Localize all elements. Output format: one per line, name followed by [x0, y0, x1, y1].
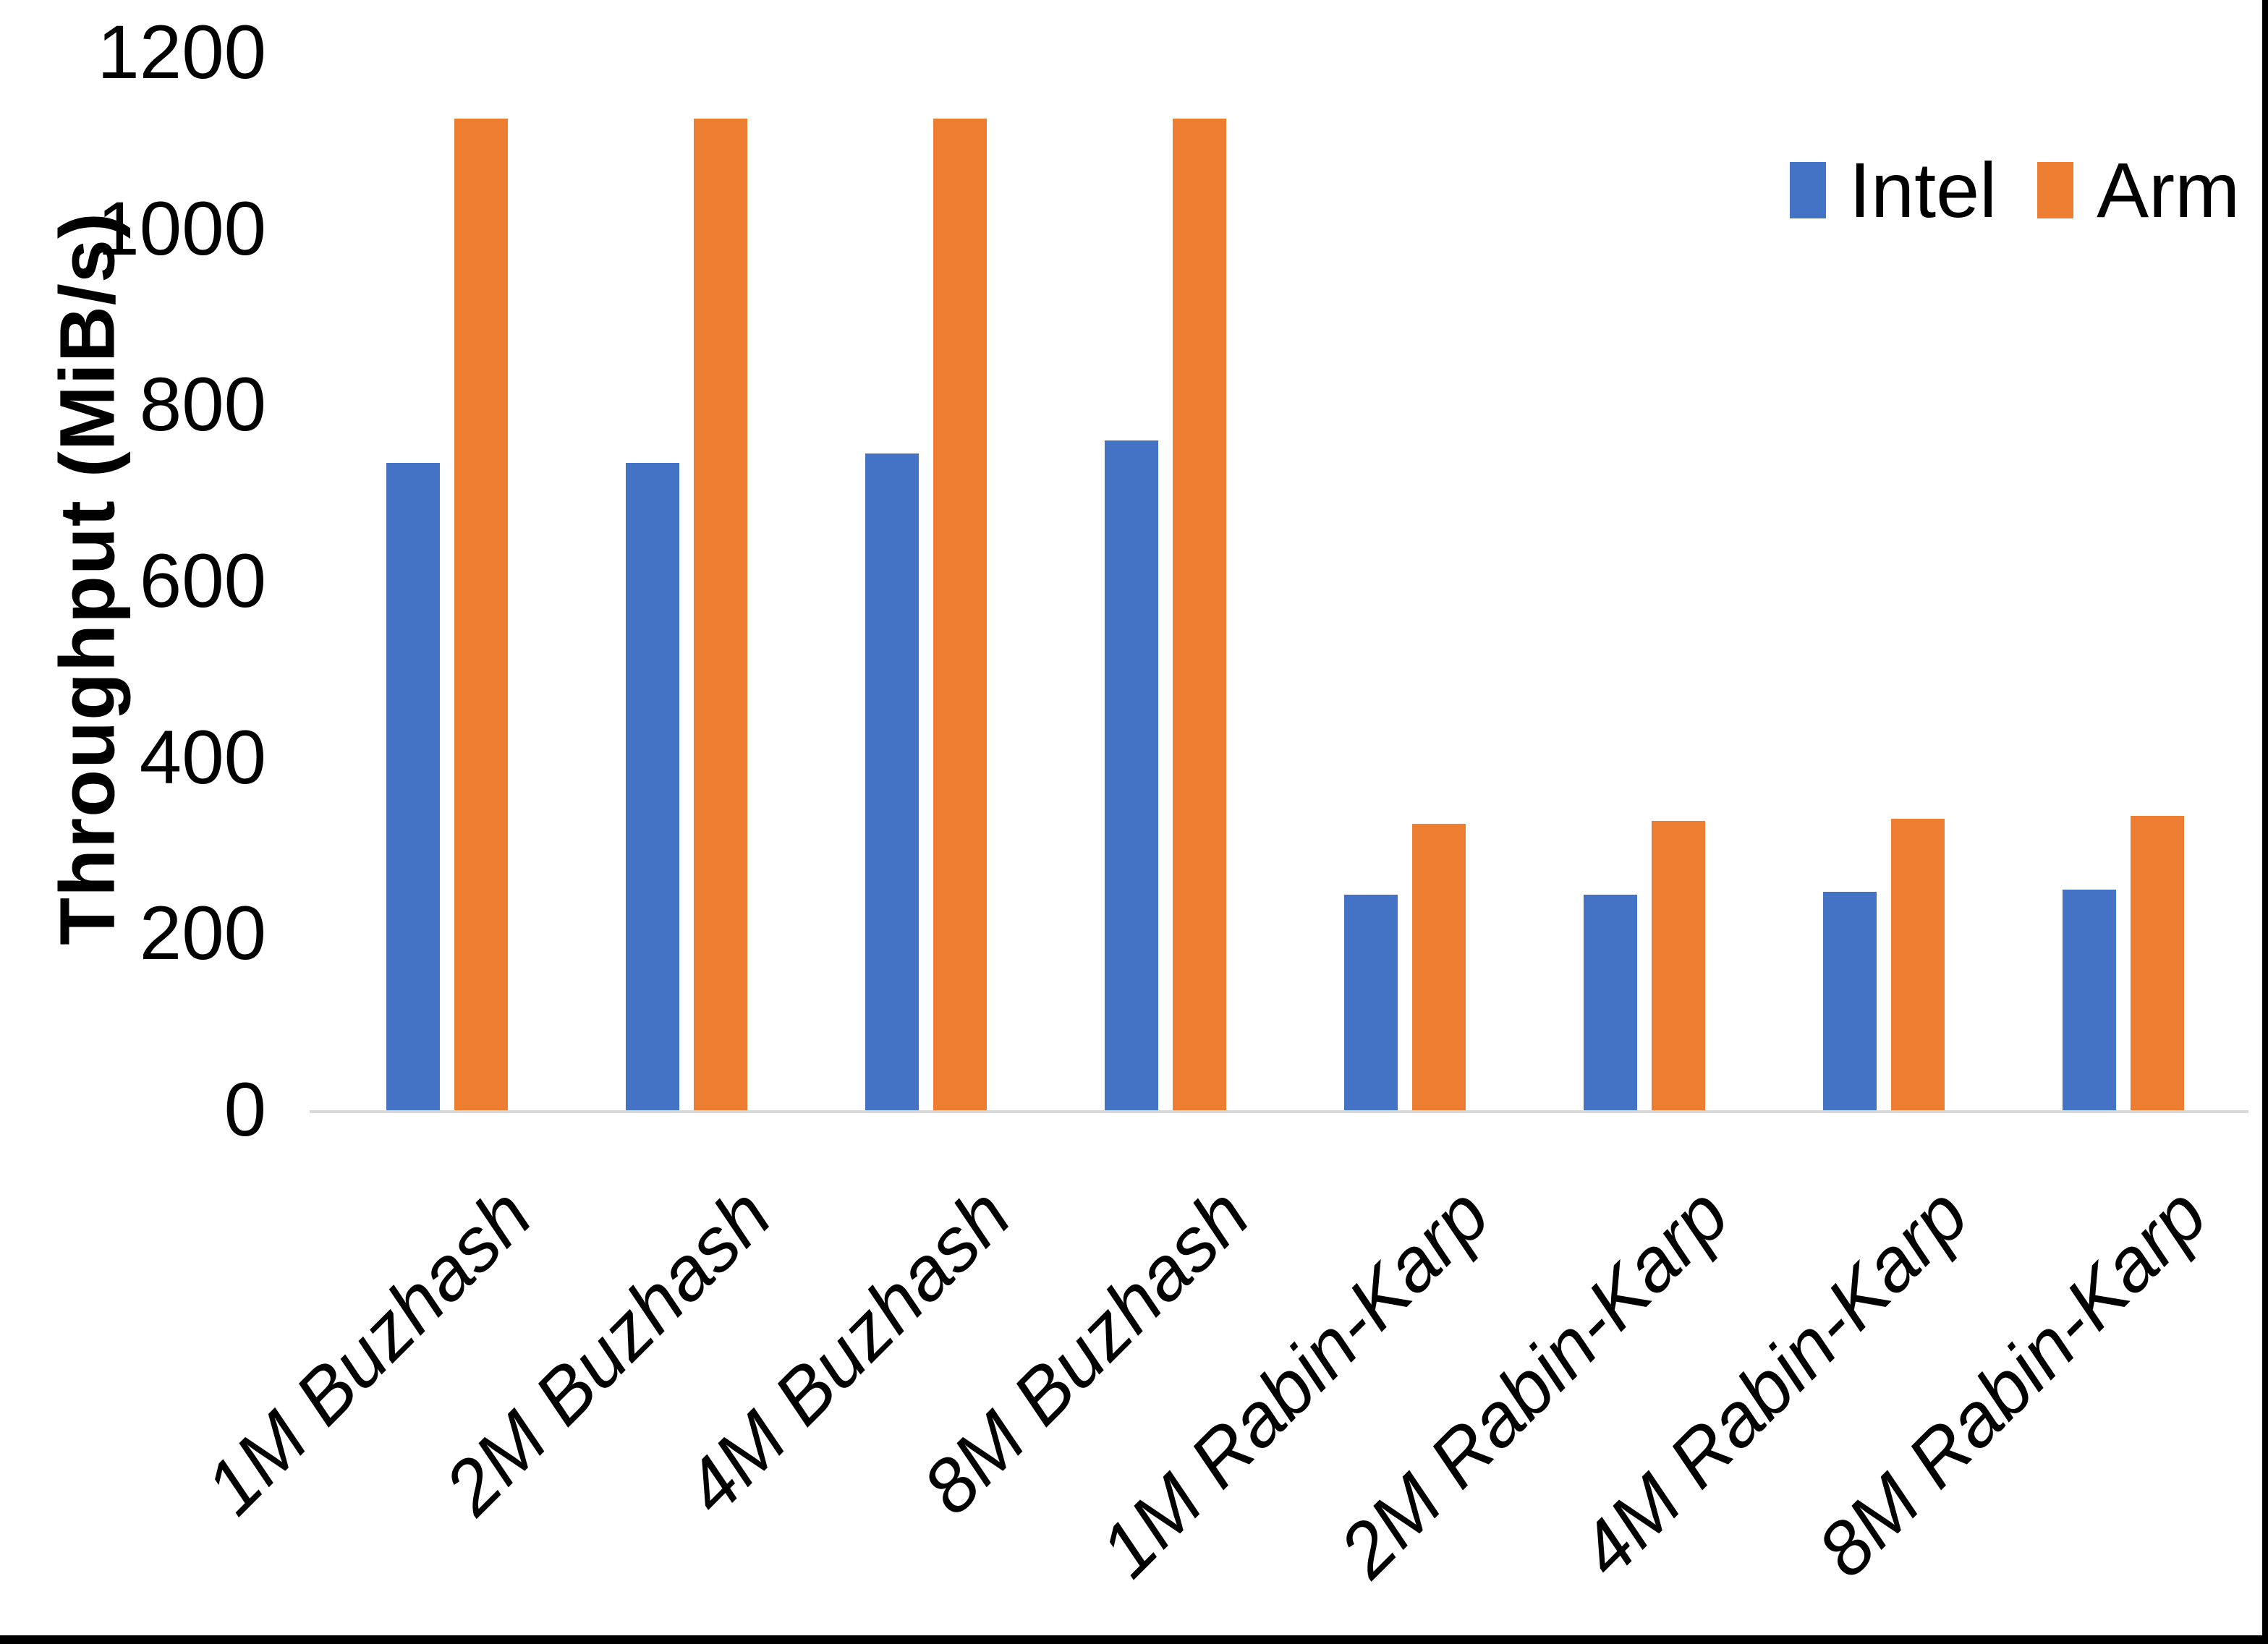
bar-intel-6 — [1584, 895, 1637, 1110]
y-tick-label: 600 — [139, 539, 266, 623]
bar-arm-5 — [1412, 824, 1466, 1110]
bar-intel-3 — [865, 453, 919, 1110]
bar-arm-2 — [694, 119, 747, 1110]
legend-swatch-icon — [2037, 161, 2074, 218]
legend-item-arm: Arm — [2037, 140, 2240, 241]
y-tick-label: 400 — [139, 715, 266, 800]
bar-intel-5 — [1344, 895, 1398, 1110]
x-axis-line — [310, 1110, 2248, 1113]
legend-label: Intel — [1849, 145, 1997, 234]
bar-intel-7 — [1823, 892, 1877, 1110]
page-right-border — [2262, 0, 2268, 1644]
bar-arm-7 — [1891, 819, 1945, 1110]
y-tick-label: 1200 — [97, 10, 266, 95]
bar-intel-1 — [386, 463, 440, 1110]
bar-arm-6 — [1652, 821, 1705, 1110]
legend-label: Arm — [2097, 145, 2241, 234]
bar-arm-4 — [1173, 119, 1226, 1110]
bar-arm-8 — [2131, 816, 2184, 1110]
bar-arm-3 — [933, 119, 987, 1110]
bar-intel-2 — [626, 463, 679, 1110]
bar-intel-4 — [1105, 440, 1158, 1110]
y-tick-label: 800 — [139, 362, 266, 448]
legend-swatch-icon — [1790, 161, 1826, 218]
bar-intel-8 — [2063, 890, 2116, 1110]
bar-arm-1 — [454, 119, 508, 1110]
page-bottom-border — [0, 1635, 2268, 1644]
y-tick-label: 0 — [224, 1068, 266, 1152]
y-tick-label: 1000 — [97, 186, 266, 271]
legend-item-intel: Intel — [1790, 140, 1997, 241]
y-tick-label: 200 — [139, 891, 266, 976]
legend: Intel Arm — [1790, 137, 2240, 242]
